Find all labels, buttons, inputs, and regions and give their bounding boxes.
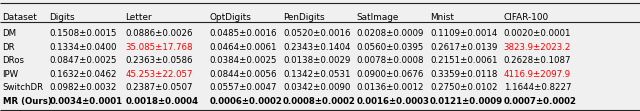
Text: 35.085±17.768: 35.085±17.768 [125, 43, 193, 52]
Text: 0.0020±0.0001: 0.0020±0.0001 [504, 29, 571, 38]
Text: 0.0138±0.0029: 0.0138±0.0029 [283, 56, 350, 65]
Text: 0.0007±0.0002: 0.0007±0.0002 [504, 97, 577, 106]
Text: 0.1342±0.0531: 0.1342±0.0531 [283, 70, 350, 79]
Text: 0.0078±0.0008: 0.0078±0.0008 [356, 56, 424, 65]
Text: 0.0557±0.0047: 0.0557±0.0047 [209, 83, 276, 92]
Text: 0.0342±0.0090: 0.0342±0.0090 [283, 83, 350, 92]
Text: 0.2750±0.0102: 0.2750±0.0102 [430, 83, 497, 92]
Text: DR: DR [3, 43, 15, 52]
Text: OptDigits: OptDigits [209, 13, 251, 22]
Text: 0.0008±0.0002: 0.0008±0.0002 [283, 97, 356, 106]
Text: 3823.9±2023.2: 3823.9±2023.2 [504, 43, 571, 52]
Text: 0.1334±0.0400: 0.1334±0.0400 [49, 43, 116, 52]
Text: Dataset: Dataset [3, 13, 37, 22]
Text: Digits: Digits [49, 13, 75, 22]
Text: 0.0016±0.0003: 0.0016±0.0003 [356, 97, 429, 106]
Text: 0.0018±0.0004: 0.0018±0.0004 [125, 97, 198, 106]
Text: 0.0485±0.0016: 0.0485±0.0016 [209, 29, 276, 38]
Text: 0.2628±0.1087: 0.2628±0.1087 [504, 56, 571, 65]
Text: Mnist: Mnist [430, 13, 454, 22]
Text: 0.0900±0.0676: 0.0900±0.0676 [356, 70, 424, 79]
Text: 0.0006±0.0002: 0.0006±0.0002 [209, 97, 282, 106]
Text: 0.0121±0.0009: 0.0121±0.0009 [430, 97, 503, 106]
Text: 0.0847±0.0025: 0.0847±0.0025 [49, 56, 116, 65]
Text: 0.2343±0.1404: 0.2343±0.1404 [283, 43, 350, 52]
Text: 0.1508±0.0015: 0.1508±0.0015 [49, 29, 116, 38]
Text: CIFAR-100: CIFAR-100 [504, 13, 549, 22]
Text: 0.0560±0.0395: 0.0560±0.0395 [356, 43, 424, 52]
Text: 1.1644±0.8227: 1.1644±0.8227 [504, 83, 571, 92]
Text: 0.0886±0.0026: 0.0886±0.0026 [125, 29, 193, 38]
Text: PenDigits: PenDigits [283, 13, 324, 22]
Text: SwitchDR: SwitchDR [3, 83, 44, 92]
Text: 0.3359±0.0118: 0.3359±0.0118 [430, 70, 497, 79]
Text: 0.0208±0.0009: 0.0208±0.0009 [356, 29, 424, 38]
Text: Letter: Letter [125, 13, 152, 22]
Text: DRos: DRos [3, 56, 24, 65]
Text: 0.0464±0.0061: 0.0464±0.0061 [209, 43, 276, 52]
Text: 0.1632±0.0462: 0.1632±0.0462 [49, 70, 116, 79]
Text: 0.0844±0.0056: 0.0844±0.0056 [209, 70, 276, 79]
Text: 0.2151±0.0061: 0.2151±0.0061 [430, 56, 497, 65]
Text: SatImage: SatImage [356, 13, 399, 22]
Text: 45.253±22.057: 45.253±22.057 [125, 70, 193, 79]
Text: 0.1109±0.0014: 0.1109±0.0014 [430, 29, 497, 38]
Text: IPW: IPW [3, 70, 19, 79]
Text: 0.2387±0.0507: 0.2387±0.0507 [125, 83, 193, 92]
Text: 0.2617±0.0139: 0.2617±0.0139 [430, 43, 497, 52]
Text: 0.2363±0.0586: 0.2363±0.0586 [125, 56, 193, 65]
Text: 0.0384±0.0025: 0.0384±0.0025 [209, 56, 276, 65]
Text: 0.0520±0.0016: 0.0520±0.0016 [283, 29, 350, 38]
Text: 0.0982±0.0032: 0.0982±0.0032 [49, 83, 116, 92]
Text: MR (Ours): MR (Ours) [3, 97, 51, 106]
Text: 0.0034±0.0001: 0.0034±0.0001 [49, 97, 122, 106]
Text: 0.0136±0.0012: 0.0136±0.0012 [356, 83, 424, 92]
Text: DM: DM [3, 29, 17, 38]
Text: 4116.9±2097.9: 4116.9±2097.9 [504, 70, 571, 79]
